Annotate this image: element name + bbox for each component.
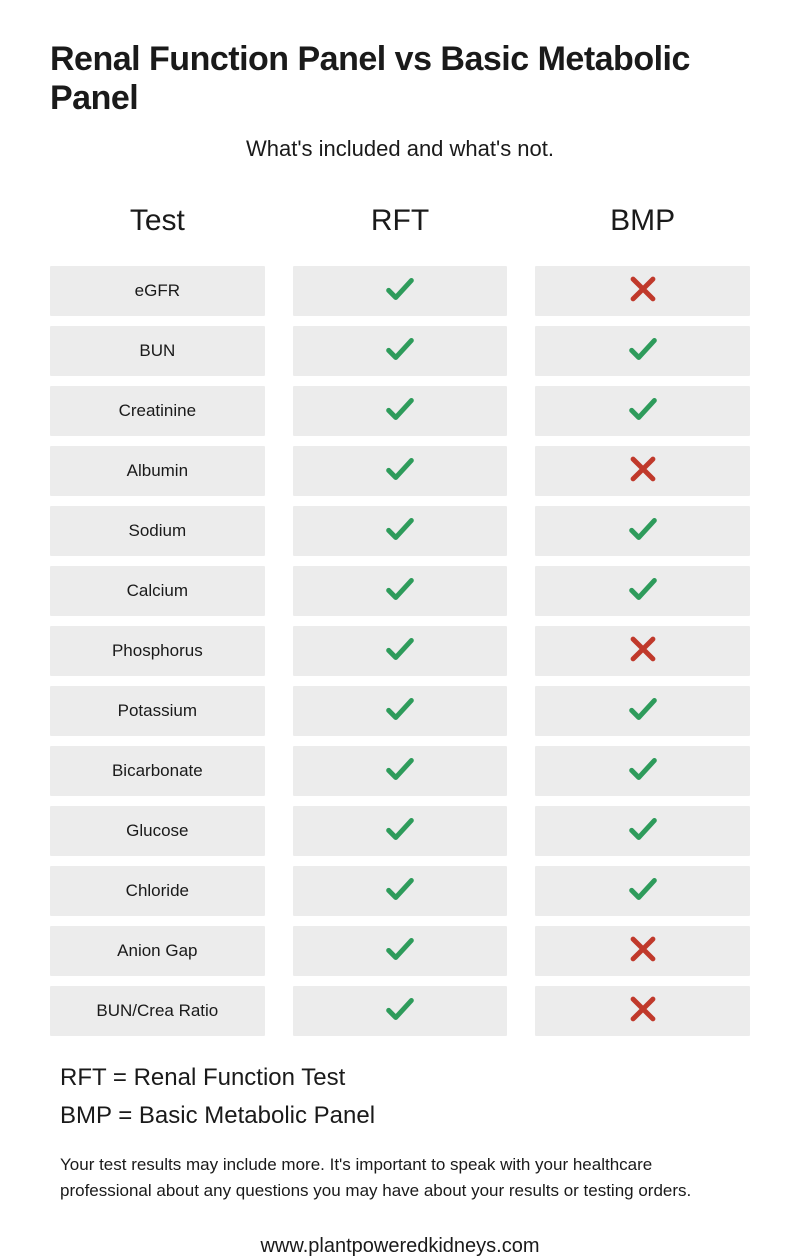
- test-name-cell: Bicarbonate: [50, 746, 265, 796]
- cross-icon: [626, 932, 660, 971]
- rft-cell: [293, 866, 508, 916]
- rft-cell: [293, 926, 508, 976]
- comparison-table: Test RFT BMP eGFR BUN Creatinine Albumin Sod…: [50, 186, 750, 1036]
- test-name-cell: Phosphorus: [50, 626, 265, 676]
- bmp-cell: [535, 926, 750, 976]
- check-icon: [383, 872, 417, 911]
- table-row: eGFR: [50, 266, 750, 316]
- rft-cell: [293, 326, 508, 376]
- website-url: www.plantpoweredkidneys.com: [50, 1235, 750, 1258]
- table-row: Chloride: [50, 866, 750, 916]
- bmp-cell: [535, 686, 750, 736]
- table-row: Potassium: [50, 686, 750, 736]
- legend-rft: RFT = Renal Function Test: [60, 1064, 750, 1092]
- bmp-cell: [535, 326, 750, 376]
- column-header-test: Test: [50, 186, 265, 256]
- table-row: Calcium: [50, 566, 750, 616]
- column-header-rft: RFT: [293, 186, 508, 256]
- test-name-cell: Albumin: [50, 446, 265, 496]
- check-icon: [383, 452, 417, 491]
- check-icon: [383, 812, 417, 851]
- table-header-row: Test RFT BMP: [50, 186, 750, 256]
- table-row: Anion Gap: [50, 926, 750, 976]
- check-icon: [626, 572, 660, 611]
- test-name-cell: Chloride: [50, 866, 265, 916]
- check-icon: [626, 512, 660, 551]
- page-subtitle: What's included and what's not.: [50, 136, 750, 162]
- rft-cell: [293, 266, 508, 316]
- bmp-cell: [535, 866, 750, 916]
- cross-icon: [626, 992, 660, 1031]
- bmp-cell: [535, 506, 750, 556]
- bmp-cell: [535, 626, 750, 676]
- check-icon: [626, 752, 660, 791]
- table-row: Sodium: [50, 506, 750, 556]
- cross-icon: [626, 632, 660, 671]
- check-icon: [383, 332, 417, 371]
- bmp-cell: [535, 266, 750, 316]
- cross-icon: [626, 452, 660, 491]
- column-header-bmp: BMP: [535, 186, 750, 256]
- check-icon: [626, 692, 660, 731]
- rft-cell: [293, 986, 508, 1036]
- disclaimer-text: Your test results may include more. It's…: [60, 1152, 740, 1203]
- check-icon: [626, 392, 660, 431]
- bmp-cell: [535, 566, 750, 616]
- test-name-cell: BUN/Crea Ratio: [50, 986, 265, 1036]
- rft-cell: [293, 806, 508, 856]
- cross-icon: [626, 272, 660, 311]
- check-icon: [383, 572, 417, 611]
- table-row: Glucose: [50, 806, 750, 856]
- page-title: Renal Function Panel vs Basic Metabolic …: [50, 40, 750, 118]
- check-icon: [383, 992, 417, 1031]
- rft-cell: [293, 686, 508, 736]
- test-name-cell: Sodium: [50, 506, 265, 556]
- table-row: Bicarbonate: [50, 746, 750, 796]
- test-name-cell: Creatinine: [50, 386, 265, 436]
- check-icon: [383, 392, 417, 431]
- bmp-cell: [535, 746, 750, 796]
- table-row: BUN: [50, 326, 750, 376]
- check-icon: [383, 752, 417, 791]
- bmp-cell: [535, 386, 750, 436]
- test-name-cell: BUN: [50, 326, 265, 376]
- table-row: BUN/Crea Ratio: [50, 986, 750, 1036]
- rft-cell: [293, 746, 508, 796]
- test-name-cell: Calcium: [50, 566, 265, 616]
- rft-cell: [293, 506, 508, 556]
- check-icon: [626, 872, 660, 911]
- rft-cell: [293, 566, 508, 616]
- table-row: Creatinine: [50, 386, 750, 436]
- check-icon: [626, 332, 660, 371]
- test-name-cell: Glucose: [50, 806, 265, 856]
- check-icon: [383, 632, 417, 671]
- test-name-cell: Anion Gap: [50, 926, 265, 976]
- bmp-cell: [535, 806, 750, 856]
- check-icon: [383, 272, 417, 311]
- table-row: Albumin: [50, 446, 750, 496]
- check-icon: [383, 692, 417, 731]
- test-name-cell: Potassium: [50, 686, 265, 736]
- check-icon: [383, 512, 417, 551]
- bmp-cell: [535, 446, 750, 496]
- rft-cell: [293, 446, 508, 496]
- test-name-cell: eGFR: [50, 266, 265, 316]
- check-icon: [383, 932, 417, 971]
- rft-cell: [293, 626, 508, 676]
- check-icon: [626, 812, 660, 851]
- bmp-cell: [535, 986, 750, 1036]
- legend-bmp: BMP = Basic Metabolic Panel: [60, 1102, 750, 1130]
- table-row: Phosphorus: [50, 626, 750, 676]
- rft-cell: [293, 386, 508, 436]
